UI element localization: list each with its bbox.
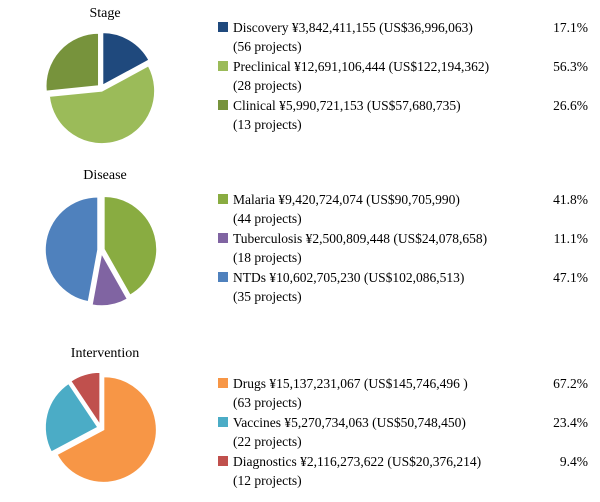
legend-projects: (18 projects) xyxy=(233,250,302,265)
legend-item: Drugs ¥15,137,231,067 (US$145,746,496 ) … xyxy=(218,374,588,412)
legend-projects: (13 projects) xyxy=(233,117,302,132)
stage-pie-chart xyxy=(42,29,160,147)
stage-section: Stage Discovery ¥3,842,411,155 (US$36,99… xyxy=(0,4,600,147)
legend-projects: (22 projects) xyxy=(233,434,302,449)
legend-label: Drugs ¥15,137,231,067 (US$145,746,496 ) xyxy=(233,376,468,391)
legend-swatch-ntds xyxy=(218,272,228,282)
legend-projects: (63 projects) xyxy=(233,395,302,410)
legend-swatch-vaccines xyxy=(218,417,228,427)
legend-item: Preclinical ¥12,691,106,444 (US$122,194,… xyxy=(218,57,588,95)
legend-item: Diagnostics ¥2,116,273,622 (US$20,376,21… xyxy=(218,452,588,490)
legend-projects: (56 projects) xyxy=(233,39,302,54)
legend-swatch-preclinical xyxy=(218,61,228,71)
legend-percent: 47.1% xyxy=(553,270,588,285)
legend-label: Clinical ¥5,990,721,153 (US$57,680,735) xyxy=(233,98,461,113)
legend-percent: 9.4% xyxy=(559,454,588,469)
legend-swatch-clinical xyxy=(218,100,228,110)
legend-swatch-drugs xyxy=(218,378,228,388)
legend-item: Tuberculosis ¥2,500,809,448 (US$24,078,6… xyxy=(218,229,588,267)
stage-legend: Discovery ¥3,842,411,155 (US$36,996,063)… xyxy=(218,4,600,147)
disease-pie-chart xyxy=(42,191,160,309)
legend-percent: 23.4% xyxy=(553,415,588,430)
legend-swatch-discovery xyxy=(218,22,228,32)
legend-label: Malaria ¥9,420,724,074 (US$90,705,990) xyxy=(233,192,460,207)
legend-item: Vaccines ¥5,270,734,063 (US$50,748,450) … xyxy=(218,413,588,451)
legend-percent: 67.2% xyxy=(553,376,588,391)
legend-projects: (28 projects) xyxy=(233,78,302,93)
legend-percent: 11.1% xyxy=(553,231,588,246)
intervention-legend: Drugs ¥15,137,231,067 (US$145,746,496 ) … xyxy=(218,344,600,491)
legend-item: Malaria ¥9,420,724,074 (US$90,705,990) 4… xyxy=(218,190,588,228)
intervention-chart-title: Intervention xyxy=(70,346,140,361)
disease-section: Disease Malaria ¥9,420,724,074 (US$90,70… xyxy=(0,166,600,309)
legend-label: Discovery ¥3,842,411,155 (US$36,996,063) xyxy=(233,20,473,35)
disease-chart-title: Disease xyxy=(83,168,127,183)
legend-swatch-malaria xyxy=(218,194,228,204)
legend-projects: (12 projects) xyxy=(233,473,302,488)
legend-label: Vaccines ¥5,270,734,063 (US$50,748,450) xyxy=(233,415,466,430)
disease-legend: Malaria ¥9,420,724,074 (US$90,705,990) 4… xyxy=(218,166,600,309)
legend-percent: 26.6% xyxy=(553,98,588,113)
stage-chart-column: Stage xyxy=(0,4,218,147)
intervention-section: Intervention Drugs ¥15,137,231,067 (US$1… xyxy=(0,344,600,491)
legend-label: Tuberculosis ¥2,500,809,448 (US$24,078,6… xyxy=(233,231,488,246)
legend-label: NTDs ¥10,602,705,230 (US$102,086,513) xyxy=(233,270,465,285)
stage-chart-title: Stage xyxy=(89,6,121,21)
legend-percent: 41.8% xyxy=(553,192,588,207)
legend-projects: (35 projects) xyxy=(233,289,302,304)
legend-swatch-diagnostics xyxy=(218,456,228,466)
legend-label: Preclinical ¥12,691,106,444 (US$122,194,… xyxy=(233,59,490,74)
legend-item: Discovery ¥3,842,411,155 (US$36,996,063)… xyxy=(218,18,588,56)
legend-percent: 56.3% xyxy=(553,59,588,74)
intervention-chart-column: Intervention xyxy=(0,344,218,491)
legend-swatch-tuberculosis xyxy=(218,233,228,243)
legend-item: Clinical ¥5,990,721,153 (US$57,680,735) … xyxy=(218,96,588,134)
intervention-pie-chart xyxy=(42,369,160,487)
legend-percent: 17.1% xyxy=(553,20,588,35)
legend-label: Diagnostics ¥2,116,273,622 (US$20,376,21… xyxy=(233,454,482,469)
disease-chart-column: Disease xyxy=(0,166,218,309)
legend-projects: (44 projects) xyxy=(233,211,302,226)
legend-item: NTDs ¥10,602,705,230 (US$102,086,513) 47… xyxy=(218,268,588,306)
